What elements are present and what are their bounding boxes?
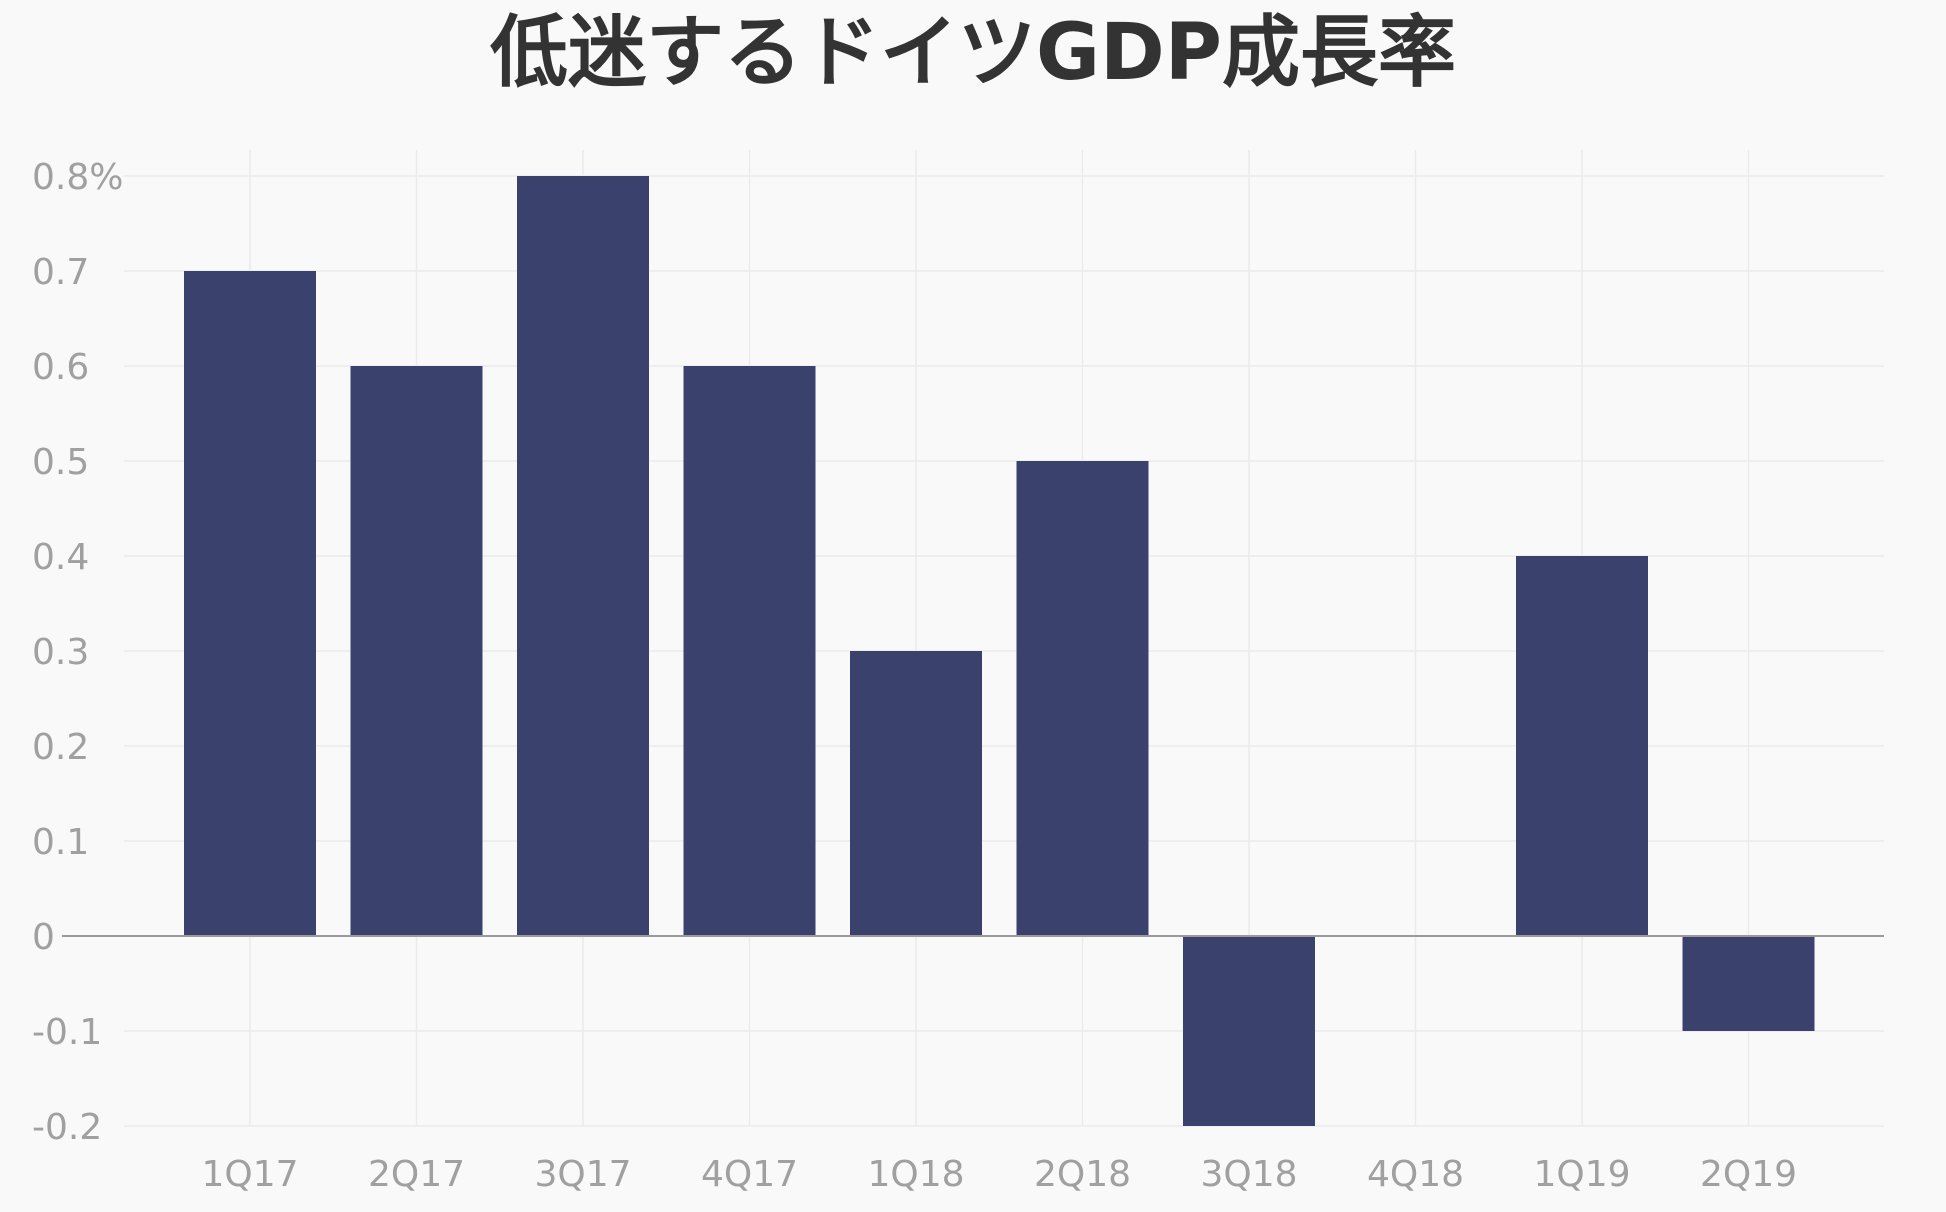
bar-3q17 xyxy=(517,176,649,936)
x-tick-label: 1Q17 xyxy=(201,1154,298,1195)
y-tick-label: 0.8% xyxy=(32,157,123,198)
x-tick-label: 1Q18 xyxy=(867,1154,964,1195)
x-tick-label: 3Q17 xyxy=(534,1154,631,1195)
x-tick-label: 3Q18 xyxy=(1200,1154,1297,1195)
x-axis-ticks: 1Q17 2Q17 3Q17 4Q17 1Q18 2Q18 3Q18 4Q18 1Q19 2Q19 xyxy=(201,1154,1797,1195)
chart-title: 低迷するドイツGDP成長率 xyxy=(490,8,1456,98)
y-tick-label: -0.2 xyxy=(32,1107,102,1148)
bar-1q19 xyxy=(1516,556,1648,936)
x-tick-label: 2Q19 xyxy=(1700,1154,1797,1195)
y-tick-label: 0.1 xyxy=(32,822,89,863)
bar-layer xyxy=(184,176,1815,1126)
y-tick-label: 0.4 xyxy=(32,537,89,578)
y-tick-label: 0.2 xyxy=(32,727,89,768)
y-tick-label: 0.6 xyxy=(32,347,89,388)
bar-4q17 xyxy=(683,366,816,936)
bar-1q18 xyxy=(850,651,982,936)
x-tick-label: 1Q19 xyxy=(1533,1154,1630,1195)
bar-3q18 xyxy=(1183,936,1315,1126)
y-tick-label: 0 xyxy=(32,917,55,958)
x-tick-label: 2Q18 xyxy=(1034,1154,1131,1195)
x-tick-label: 2Q17 xyxy=(368,1154,465,1195)
y-tick-label: 0.3 xyxy=(32,632,89,673)
bar-2q17 xyxy=(350,366,483,936)
y-tick-label: 0.7 xyxy=(32,252,89,293)
bar-2q19 xyxy=(1682,936,1815,1031)
bar-2q18 xyxy=(1016,461,1149,936)
x-tick-label: 4Q18 xyxy=(1367,1154,1464,1195)
y-tick-label: 0.5 xyxy=(32,442,89,483)
x-tick-label: 4Q17 xyxy=(701,1154,798,1195)
y-tick-label: -0.1 xyxy=(32,1012,102,1053)
bar-1q17 xyxy=(184,271,316,936)
y-axis-ticks: 0.8% 0.7 0.6 0.5 0.4 0.3 0.2 0.1 0 -0.1 -0.2 xyxy=(32,157,123,1148)
